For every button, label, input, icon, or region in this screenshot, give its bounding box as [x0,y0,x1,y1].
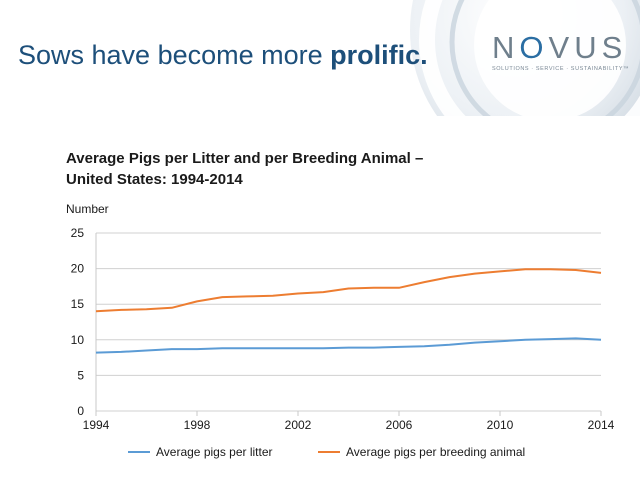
headline-bold-text: prolific. [330,40,428,70]
y-tick-25: 25 [71,226,85,240]
x-tick-2002: 2002 [285,418,312,432]
legend-label-1: Average pigs per litter [156,445,273,459]
y-axis-label: Number [66,202,109,216]
legend: Average pigs per litter Average pigs per … [128,445,525,459]
y-tick-0: 0 [77,404,84,418]
y-tick-20: 20 [71,262,85,276]
chart-title-line-2: United States: 1994-2014 [66,171,243,188]
x-tick-2014: 2014 [588,418,615,432]
series-line-1 [95,337,602,354]
y-tick-labels: 0 5 10 15 20 25 [71,226,85,418]
series-lines [95,268,602,354]
x-tick-2010: 2010 [487,418,514,432]
y-tick-10: 10 [71,333,85,347]
chart-title-line-1: Average Pigs per Litter and per Breeding… [66,150,423,167]
slide-headline: Sows have become more prolific. [18,40,428,71]
gridlines [95,232,602,416]
y-tick-15: 15 [71,297,85,311]
x-tick-labels: 1994 1998 2002 2006 2010 2014 [83,418,615,432]
series-line-2 [95,268,602,313]
x-tick-2006: 2006 [386,418,413,432]
x-tick-1994: 1994 [83,418,110,432]
novus-logo-wordmark: NOVUS [492,30,628,65]
logo-tagline: SOLUTIONS · SERVICE · SUSTAINABILITY™ [492,66,630,72]
y-tick-5: 5 [77,368,84,382]
logo-o-letter: O [519,30,549,65]
legend-label-2: Average pigs per breeding animal [346,445,525,459]
headline-text: Sows have become more [18,40,331,70]
x-tick-1998: 1998 [184,418,211,432]
